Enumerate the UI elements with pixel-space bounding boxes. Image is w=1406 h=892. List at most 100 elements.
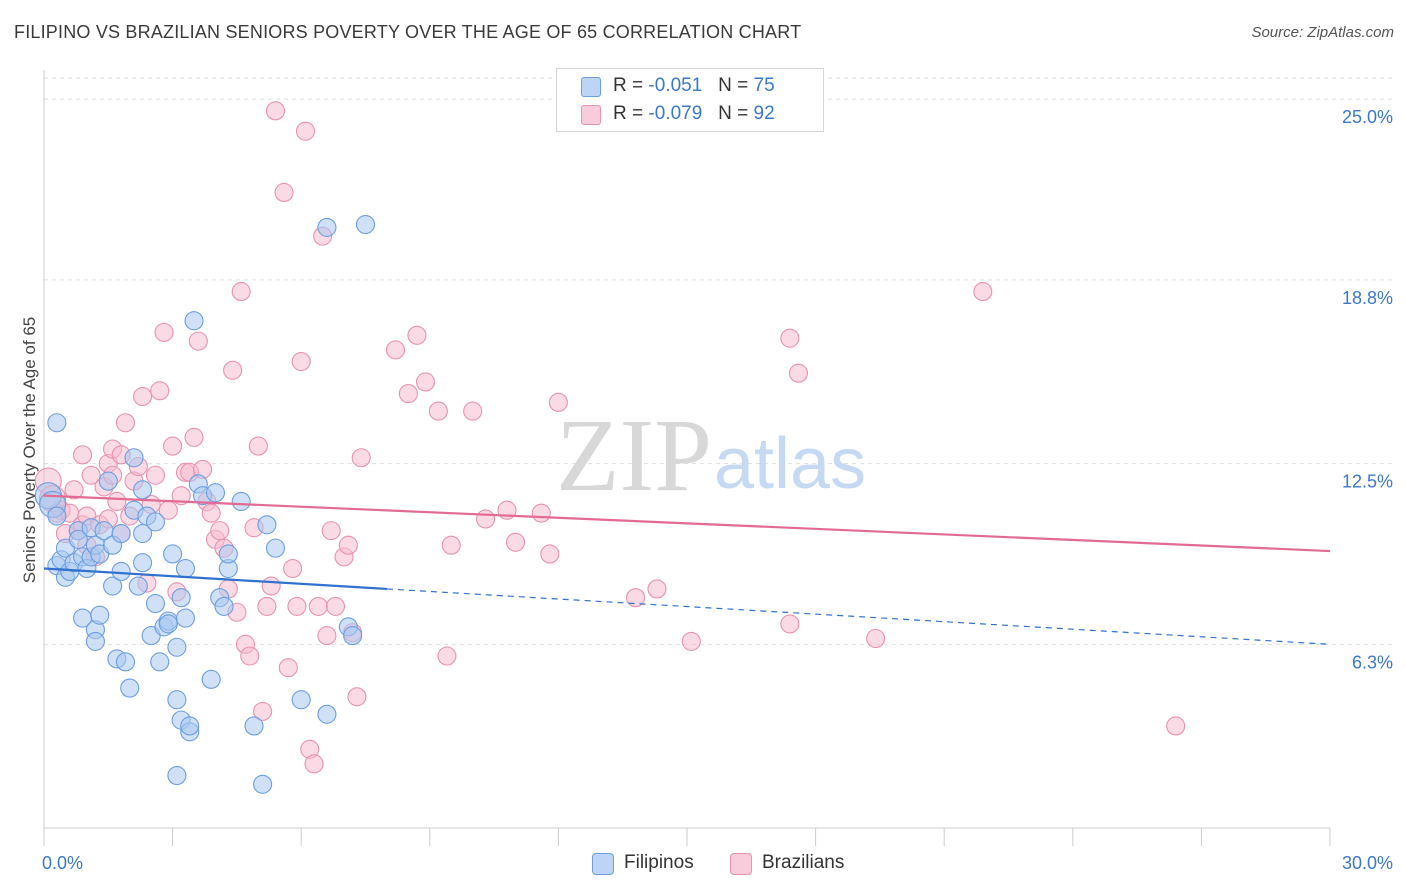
brazilians-point: [184, 427, 204, 447]
brazilians-point: [287, 596, 307, 616]
filipinos-point: [120, 678, 140, 698]
filipinos-point: [257, 515, 277, 535]
brazilians-point: [107, 491, 127, 512]
brazilians-point: [231, 282, 251, 302]
filipinos-trend-line: [43, 567, 387, 591]
legend-swatch-brazilians: [730, 853, 752, 875]
filipinos-point: [218, 544, 238, 564]
brazilians-point: [463, 401, 483, 421]
y-tick-label: 6.3%: [1352, 652, 1393, 672]
brazilians-trend-line: [43, 494, 1331, 553]
brazilians-point: [304, 754, 324, 774]
brazilians-point: [351, 448, 371, 468]
filipinos-point: [90, 605, 110, 625]
brazilians-point: [788, 363, 809, 383]
brazilians-point: [81, 465, 101, 485]
filipinos-point: [133, 480, 153, 500]
filipinos-point: [167, 765, 187, 786]
brazilians-swatch: [581, 105, 601, 125]
brazilians-point: [1166, 716, 1186, 736]
data-points: [34, 101, 1186, 794]
brazilians-point: [317, 626, 337, 646]
brazilians-point: [278, 658, 298, 678]
r-label: R =: [613, 103, 644, 124]
filipinos-point: [163, 544, 183, 564]
filipinos-point: [47, 506, 67, 526]
filipinos-point: [205, 483, 226, 503]
brazilians-point: [385, 340, 406, 360]
brazilians-point: [265, 101, 286, 121]
brazilians-point: [240, 646, 260, 666]
brazilians-point: [154, 322, 174, 342]
filipinos-point: [180, 716, 200, 736]
filipinos-trend-extension: [386, 588, 1331, 645]
filipinos-point: [291, 690, 311, 710]
n-value: 75: [753, 75, 775, 96]
filipinos-point: [167, 637, 187, 657]
filipinos-point: [145, 593, 166, 614]
filipinos-point: [103, 576, 123, 596]
brazilians-point: [347, 687, 367, 707]
n-value: 92: [753, 103, 775, 124]
brazilians-point: [283, 558, 303, 579]
filipinos-point: [171, 588, 191, 608]
watermark-zip: ZIP: [556, 398, 712, 513]
y-tick-label: 12.5%: [1342, 472, 1393, 492]
brazilians-point: [437, 646, 457, 666]
brazilians-point: [866, 628, 886, 649]
brazilians-point: [441, 535, 461, 555]
brazilians-point: [973, 282, 993, 302]
watermark: ZIP atlas: [556, 398, 866, 513]
filipinos-point: [214, 596, 234, 616]
filipinos-point: [145, 512, 166, 532]
brazilians-point: [133, 386, 153, 407]
filipinos-point: [175, 558, 196, 579]
x-tick-label: 30.0%: [1342, 853, 1393, 873]
brazilians-point: [163, 436, 183, 456]
filipinos-point: [150, 652, 170, 672]
filipinos-point: [343, 626, 363, 646]
y-tick-label: 25.0%: [1342, 107, 1393, 127]
brazilians-point: [338, 535, 358, 555]
y-tick-label: 18.8%: [1342, 288, 1393, 308]
brazilians-point: [210, 521, 230, 541]
filipinos-point: [244, 716, 264, 736]
axes: [43, 70, 1331, 846]
brazilians-point: [308, 596, 328, 616]
brazilians-point: [681, 631, 701, 651]
filipinos-point: [253, 774, 273, 794]
brazilians-point: [540, 544, 560, 564]
watermark-atlas: atlas: [714, 424, 866, 504]
brazilians-point: [407, 325, 427, 345]
brazilians-point: [248, 436, 268, 456]
brazilians-point: [428, 401, 448, 421]
stats-box: R = -0.051 N = 75 R = -0.079 N = 92: [556, 68, 824, 132]
brazilians-point: [115, 413, 135, 433]
filipinos-point: [133, 553, 153, 573]
x-tick-label: 0.0%: [42, 853, 83, 873]
brazilians-point: [274, 182, 294, 202]
brazilians-point: [295, 121, 316, 141]
trend-lines: [43, 494, 1331, 645]
brazilians-point: [188, 331, 208, 351]
filipinos-point: [184, 311, 204, 331]
brazilians-point: [321, 521, 341, 541]
brazilians-point: [73, 445, 93, 465]
filipinos-point: [98, 471, 118, 491]
filipinos-point: [201, 669, 221, 689]
brazilians-point: [647, 579, 667, 599]
r-value: -0.051: [648, 75, 703, 96]
filipinos-point: [85, 631, 105, 651]
filipinos-point: [317, 704, 337, 724]
brazilians-point: [475, 509, 496, 529]
brazilians-point: [223, 360, 243, 380]
n-label: N =: [718, 103, 749, 124]
brazilians-point: [291, 351, 311, 372]
filipinos-point: [115, 652, 135, 672]
brazilians-point: [626, 588, 646, 608]
brazilians-point: [261, 576, 281, 596]
filipinos-point: [111, 523, 131, 544]
filipinos-swatch: [581, 77, 601, 97]
filipinos-point: [128, 576, 148, 596]
